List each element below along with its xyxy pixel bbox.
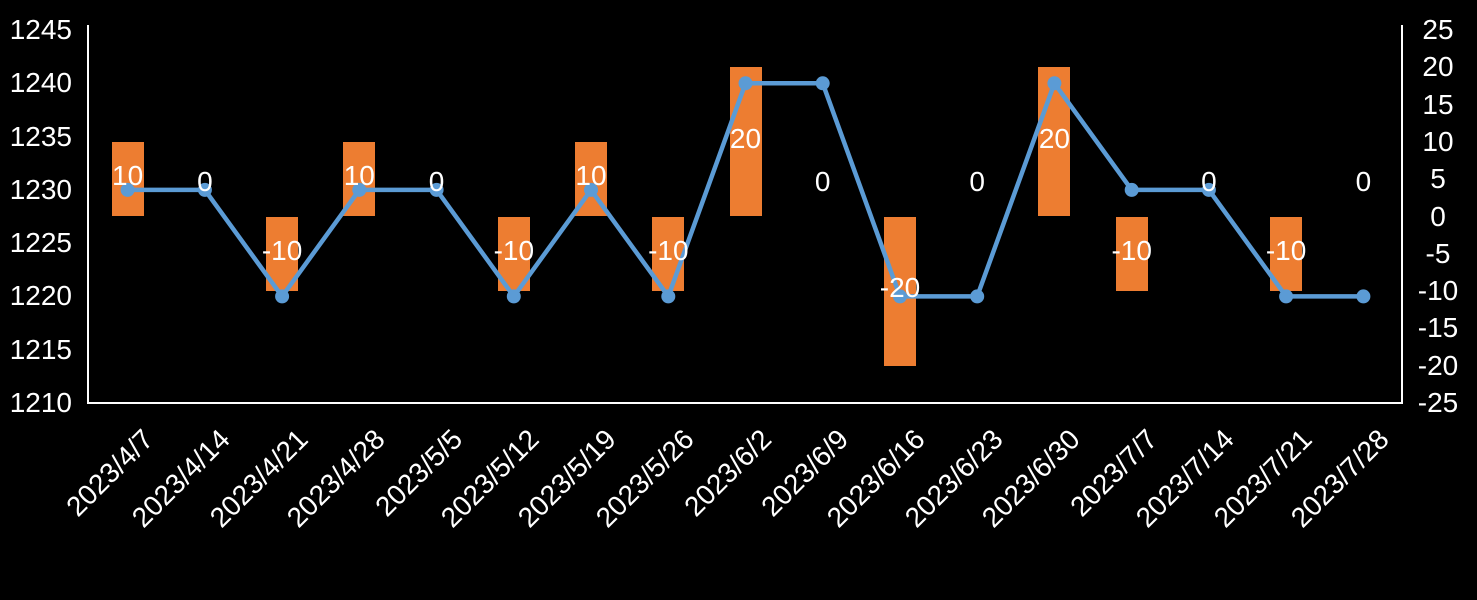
bar-data-label: -10 <box>493 234 535 266</box>
line-marker <box>815 76 830 91</box>
right-axis-tick-label: -20 <box>1417 349 1459 381</box>
line-marker <box>970 289 985 304</box>
right-axis-tick-label: -10 <box>1417 275 1459 307</box>
right-axis-tick-label: 10 <box>1422 125 1454 157</box>
line-marker <box>275 289 290 304</box>
bar-data-label: -10 <box>261 234 303 266</box>
left-axis-tick-label: 1210 <box>9 387 72 418</box>
right-axis-tick-label: 15 <box>1422 88 1454 120</box>
left-axis-tick-label: 1225 <box>9 227 72 259</box>
bar-data-label: 0 <box>428 166 445 197</box>
left-axis-tick-label: 1215 <box>9 333 72 365</box>
bar-data-label: -10 <box>1265 234 1307 266</box>
right-axis-tick-label: 25 <box>1422 14 1454 45</box>
left-axis-tick-label: 1220 <box>9 280 72 312</box>
left-axis-tick-label: 1240 <box>9 67 72 99</box>
bar-data-label: 10 <box>343 160 375 192</box>
line-marker <box>738 76 753 91</box>
bar-data-label: 0 <box>1201 166 1217 197</box>
bar-data-label: 10 <box>575 160 607 192</box>
right-axis-tick-label: -15 <box>1417 312 1459 344</box>
bar-data-label: 0 <box>1355 166 1372 197</box>
bottom-axis-line <box>87 402 1403 404</box>
right-axis-tick-label: 0 <box>1430 200 1446 232</box>
right-axis-tick-label: 20 <box>1422 51 1454 83</box>
bar-data-label: -10 <box>648 234 689 266</box>
right-axis-tick-label: -25 <box>1417 387 1459 418</box>
bar <box>111 141 144 217</box>
right-axis-line <box>1401 25 1403 404</box>
bar <box>1115 216 1148 292</box>
line-marker <box>1124 182 1139 197</box>
line-marker <box>893 289 907 304</box>
line-marker <box>1356 289 1371 304</box>
line-marker <box>1279 289 1294 304</box>
left-axis-tick-label: 1245 <box>9 14 72 45</box>
bar-data-label: -10 <box>1111 234 1152 266</box>
line-marker <box>197 182 212 197</box>
line-marker <box>352 182 367 197</box>
bar <box>729 67 762 217</box>
bar-data-label: -20 <box>879 272 921 304</box>
line-marker <box>1201 182 1216 197</box>
bar-data-label: 10 <box>112 160 144 192</box>
bar-data-label: 0 <box>197 166 213 197</box>
line-marker <box>429 182 444 197</box>
right-axis-tick-label: -5 <box>1425 237 1451 269</box>
left-axis-tick-label: 1230 <box>9 173 72 205</box>
line-marker <box>120 182 135 197</box>
line-marker <box>1047 76 1062 91</box>
line-marker <box>661 289 676 304</box>
bar <box>1038 67 1071 217</box>
right-axis-tick-label: 5 <box>1430 163 1446 195</box>
left-axis-line <box>87 25 89 404</box>
line-marker <box>584 182 598 197</box>
left-axis-tick-label: 1235 <box>9 120 72 152</box>
bar-data-label: 0 <box>969 166 985 197</box>
bar-data-label: 20 <box>1038 122 1070 154</box>
line-marker <box>506 289 521 304</box>
bar-data-label: 0 <box>814 166 831 197</box>
bar-data-label: 20 <box>729 122 762 154</box>
